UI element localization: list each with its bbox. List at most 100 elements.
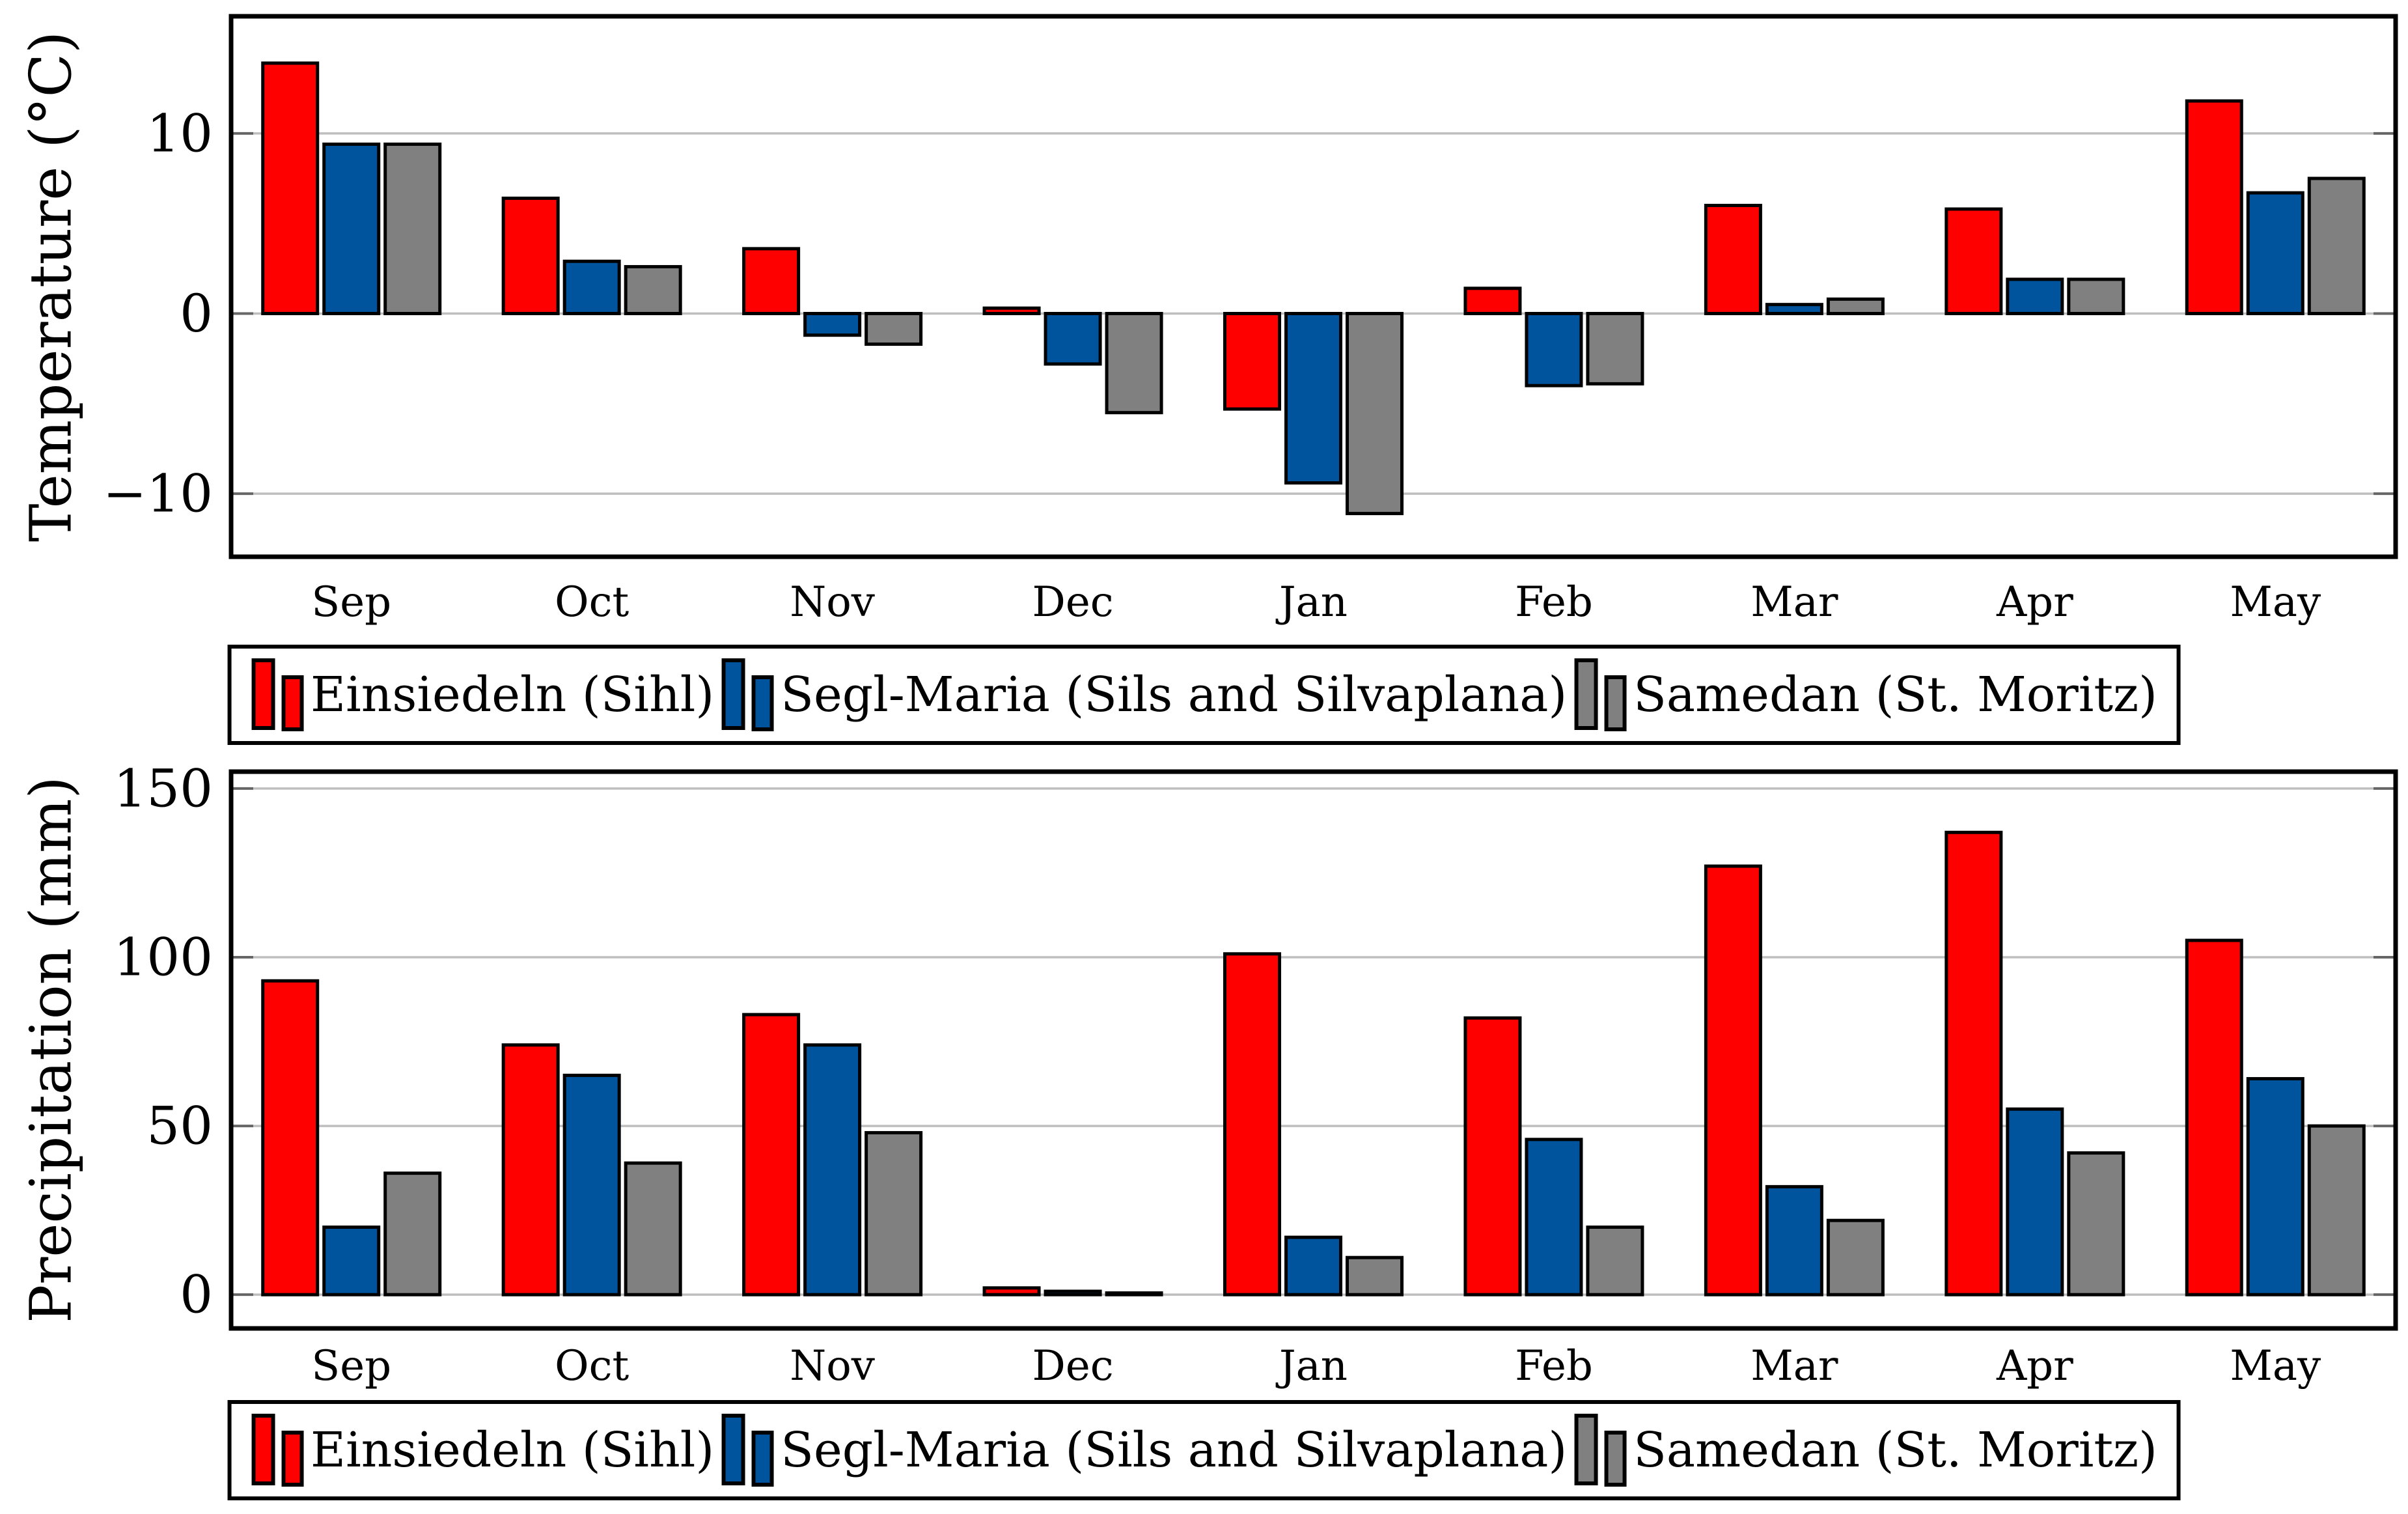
ytick-label-0: 0 bbox=[180, 283, 213, 344]
xtick-label-feb: Feb bbox=[1515, 578, 1593, 625]
xtick-label-jan: Jan bbox=[1275, 1342, 1348, 1390]
bar-precip-segl-maria-jan bbox=[1284, 1235, 1342, 1297]
bar-temp-einsiedeln-dec bbox=[982, 306, 1041, 316]
bar-temp-samedan-may bbox=[2307, 176, 2366, 315]
legend-bar-marker-icon bbox=[721, 1414, 774, 1487]
xtick-label-jan: Jan bbox=[1275, 578, 1348, 625]
precipitation-axis-title: Precipitation (mm) bbox=[17, 776, 85, 1323]
ytick-label-100: 100 bbox=[113, 927, 213, 988]
bar-precip-einsiedeln-sep bbox=[261, 979, 320, 1297]
bar-temp-einsiedeln-mar bbox=[1704, 204, 1762, 315]
bar-precip-samedan-apr bbox=[2067, 1151, 2125, 1297]
bar-precip-segl-maria-dec bbox=[1044, 1289, 1102, 1297]
legend-marker-bar-tall bbox=[1574, 1414, 1598, 1485]
xtick-label-mar: Mar bbox=[1751, 578, 1838, 625]
bar-precip-samedan-nov bbox=[865, 1130, 923, 1297]
bar-precip-segl-maria-apr bbox=[2006, 1107, 2064, 1297]
legend-bar-marker-icon bbox=[721, 658, 774, 731]
bar-temp-segl-maria-dec bbox=[1044, 312, 1102, 366]
legend-marker-bar-tall bbox=[251, 1414, 275, 1485]
bar-temp-samedan-oct bbox=[624, 265, 682, 316]
bar-precip-einsiedeln-jan bbox=[1223, 952, 1281, 1297]
bar-precip-segl-maria-nov bbox=[803, 1043, 862, 1297]
bar-temp-samedan-dec bbox=[1105, 312, 1163, 415]
bar-temp-samedan-nov bbox=[865, 312, 923, 346]
bar-precip-segl-maria-mar bbox=[1765, 1185, 1823, 1297]
bar-temp-einsiedeln-may bbox=[2185, 99, 2243, 316]
legend-entry-2: Samedan (St. Moritz) bbox=[1573, 656, 2157, 733]
legend-entry-2: Samedan (St. Moritz) bbox=[1573, 1412, 2157, 1489]
legend-entry-1: Segl-Maria (Sils and Silvaplana) bbox=[721, 1412, 1567, 1489]
bar-precip-einsiedeln-dec bbox=[982, 1286, 1041, 1297]
bar-temp-einsiedeln-feb bbox=[1463, 287, 1522, 315]
legend-label: Einsiedeln (Sihl) bbox=[311, 667, 715, 723]
bar-precip-samedan-sep bbox=[383, 1171, 442, 1297]
legend-bar-marker-icon bbox=[251, 1414, 304, 1487]
bar-temp-segl-maria-sep bbox=[322, 142, 381, 316]
legend-label: Segl-Maria (Sils and Silvaplana) bbox=[781, 1422, 1568, 1478]
legend-marker-bar-short bbox=[751, 675, 774, 731]
xtick-label-dec: Dec bbox=[1032, 578, 1114, 625]
legend-label: Samedan (St. Moritz) bbox=[1633, 667, 2157, 723]
bar-temp-segl-maria-jan bbox=[1284, 312, 1342, 485]
legend-marker-bar-short bbox=[281, 675, 304, 731]
xtick-label-dec: Dec bbox=[1032, 1342, 1114, 1390]
bar-precip-einsiedeln-nov bbox=[742, 1013, 801, 1297]
xtick-label-oct: Oct bbox=[555, 578, 629, 625]
xtick-label-apr: Apr bbox=[1996, 578, 2073, 625]
xtick-label-nov: Nov bbox=[790, 1342, 875, 1390]
legend-marker-bar-tall bbox=[251, 658, 275, 730]
legend-marker-bar-short bbox=[1604, 1431, 1627, 1487]
bar-precip-segl-maria-may bbox=[2246, 1077, 2304, 1297]
legend-label: Segl-Maria (Sils and Silvaplana) bbox=[781, 667, 1568, 723]
bar-precip-segl-maria-sep bbox=[322, 1226, 381, 1297]
legend-entry-1: Segl-Maria (Sils and Silvaplana) bbox=[721, 656, 1567, 733]
xtick-label-may: May bbox=[2230, 578, 2321, 625]
bar-temp-segl-maria-may bbox=[2246, 191, 2304, 315]
legend-bar-marker-icon bbox=[1574, 658, 1627, 731]
temperature-chart: 10 0 −10 Sep Oct Nov Dec Jan Feb Mar Apr May bbox=[103, 14, 2398, 625]
bar-temp-samedan-apr bbox=[2067, 277, 2125, 315]
xtick-label-sep: Sep bbox=[311, 578, 391, 625]
legend-entry-0: Einsiedeln (Sihl) bbox=[251, 656, 714, 733]
bar-temp-segl-maria-apr bbox=[2006, 277, 2064, 315]
plot-frame bbox=[228, 14, 2398, 559]
bar-precip-samedan-dec bbox=[1105, 1291, 1163, 1297]
bar-temp-einsiedeln-jan bbox=[1223, 312, 1281, 411]
xtick-label-mar: Mar bbox=[1751, 1342, 1838, 1390]
legend-marker-bar-short bbox=[1604, 675, 1627, 731]
bar-precip-einsiedeln-feb bbox=[1463, 1016, 1522, 1297]
bar-temp-samedan-mar bbox=[1826, 297, 1885, 316]
ytick-label-10: 10 bbox=[146, 103, 213, 163]
bar-precip-samedan-feb bbox=[1586, 1226, 1644, 1297]
bar-temp-einsiedeln-sep bbox=[261, 61, 320, 316]
bar-precip-einsiedeln-may bbox=[2185, 938, 2243, 1297]
legend-marker-bar-tall bbox=[1574, 658, 1598, 730]
precipitation-chart: 150 100 50 0 Sep Oct Nov Dec Jan Feb Mar Apr May bbox=[113, 758, 2398, 1390]
bar-precip-einsiedeln-mar bbox=[1704, 864, 1762, 1297]
ytick-label--10: −10 bbox=[103, 464, 213, 524]
bar-precip-einsiedeln-apr bbox=[1944, 830, 2003, 1297]
bar-temp-segl-maria-mar bbox=[1765, 303, 1823, 315]
xtick-label-may: May bbox=[2230, 1342, 2321, 1390]
bar-precip-samedan-jan bbox=[1346, 1255, 1404, 1297]
bar-precip-einsiedeln-oct bbox=[501, 1043, 560, 1297]
legend-marker-bar-tall bbox=[721, 1414, 745, 1485]
temperature-axis-title: Temperature (°C) bbox=[17, 31, 85, 542]
plot-frame bbox=[228, 769, 2398, 1331]
ytick-label-50: 50 bbox=[146, 1096, 213, 1157]
bar-temp-segl-maria-feb bbox=[1525, 312, 1583, 387]
bar-temp-einsiedeln-apr bbox=[1944, 207, 2003, 315]
legend-precipitation: Einsiedeln (Sihl) Segl-Maria (Sils and Si… bbox=[227, 1400, 2181, 1500]
bar-temp-samedan-sep bbox=[383, 142, 442, 316]
bar-precip-segl-maria-feb bbox=[1525, 1138, 1583, 1297]
legend-bar-marker-icon bbox=[251, 658, 304, 731]
ytick-label-150: 150 bbox=[113, 758, 213, 819]
bar-precip-samedan-may bbox=[2307, 1124, 2366, 1297]
bar-temp-samedan-feb bbox=[1586, 312, 1644, 386]
legend-marker-bar-tall bbox=[721, 658, 745, 730]
bar-temp-einsiedeln-nov bbox=[742, 247, 801, 315]
legend-marker-bar-short bbox=[281, 1431, 304, 1487]
bar-precip-samedan-oct bbox=[624, 1161, 682, 1297]
